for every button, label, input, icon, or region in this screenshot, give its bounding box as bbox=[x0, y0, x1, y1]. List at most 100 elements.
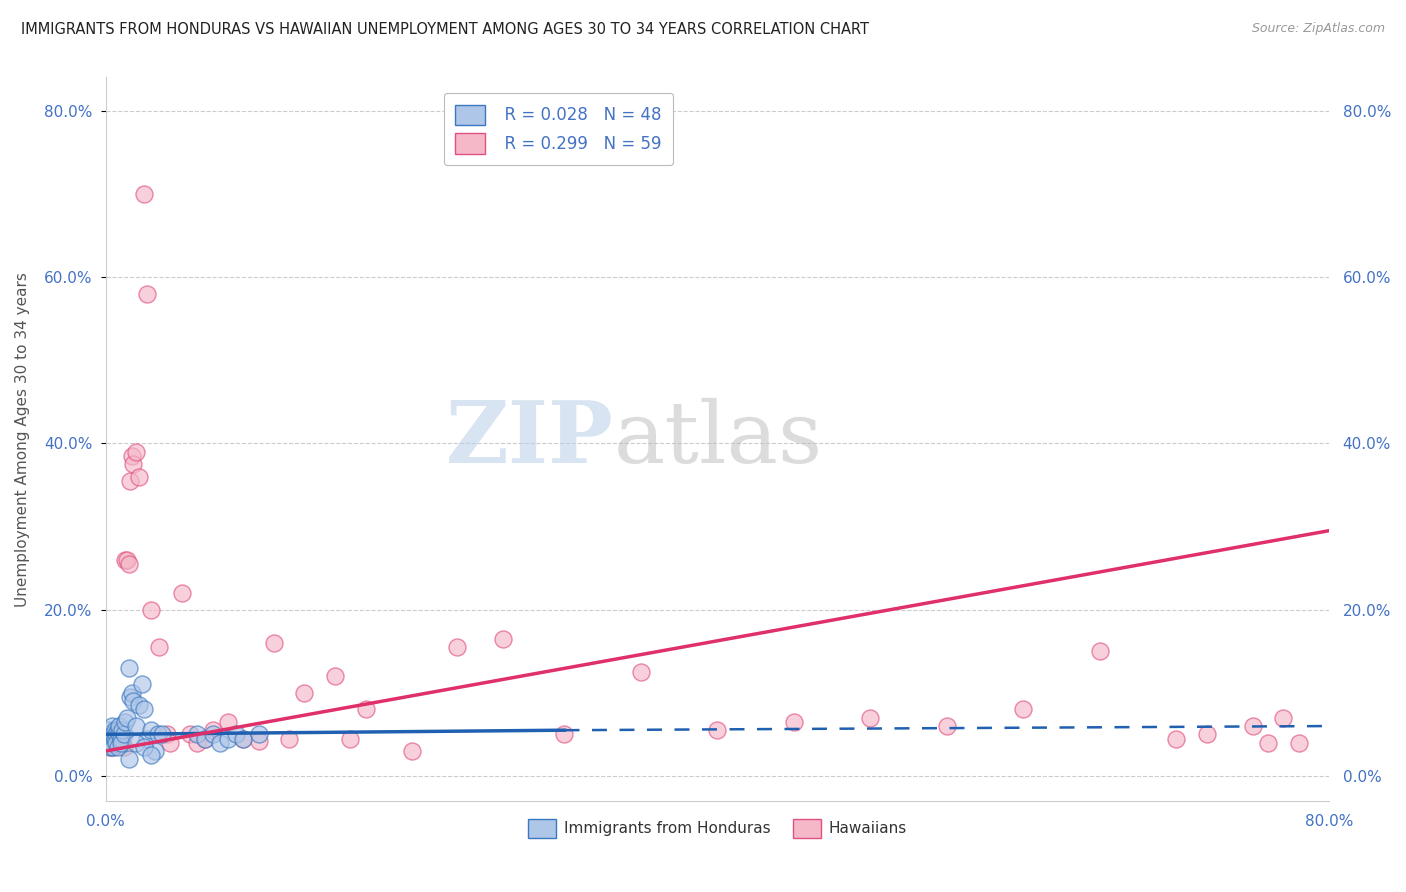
Point bbox=[186, 736, 208, 750]
Point bbox=[278, 731, 301, 746]
Point bbox=[132, 739, 155, 754]
Point bbox=[146, 727, 169, 741]
Text: Source: ZipAtlas.com: Source: ZipAtlas.com bbox=[1251, 22, 1385, 36]
Point bbox=[97, 731, 120, 746]
Point bbox=[128, 469, 150, 483]
Point bbox=[105, 736, 128, 750]
Point bbox=[1272, 711, 1295, 725]
Point bbox=[114, 714, 136, 729]
Point bbox=[401, 744, 423, 758]
Point bbox=[120, 690, 142, 704]
Point bbox=[1088, 644, 1111, 658]
Point bbox=[120, 474, 142, 488]
Point bbox=[209, 736, 232, 750]
Point bbox=[121, 686, 143, 700]
Text: ZIP: ZIP bbox=[446, 397, 613, 481]
Point bbox=[107, 739, 129, 754]
Point bbox=[98, 739, 121, 754]
Point bbox=[111, 731, 134, 746]
Point bbox=[100, 736, 122, 750]
Point bbox=[492, 632, 515, 646]
Point bbox=[104, 723, 127, 738]
Point bbox=[100, 736, 122, 750]
Point bbox=[122, 694, 145, 708]
Point bbox=[103, 739, 125, 754]
Point bbox=[115, 711, 138, 725]
Point bbox=[97, 736, 120, 750]
Point bbox=[117, 557, 139, 571]
Point bbox=[156, 727, 179, 741]
Point bbox=[1257, 736, 1279, 750]
Point bbox=[112, 727, 135, 741]
Point bbox=[105, 727, 128, 741]
Point bbox=[104, 731, 127, 746]
Y-axis label: Unemployment Among Ages 30 to 34 years: Unemployment Among Ages 30 to 34 years bbox=[15, 272, 30, 607]
Point bbox=[186, 727, 208, 741]
Point bbox=[339, 731, 361, 746]
Point bbox=[110, 736, 132, 750]
Point bbox=[859, 711, 882, 725]
Point bbox=[263, 636, 285, 650]
Point bbox=[108, 727, 131, 741]
Point bbox=[194, 731, 217, 746]
Point bbox=[103, 739, 125, 754]
Point bbox=[179, 727, 201, 741]
Point bbox=[110, 736, 132, 750]
Point bbox=[201, 727, 224, 741]
Point bbox=[96, 727, 118, 741]
Point bbox=[103, 727, 125, 741]
Point bbox=[1195, 727, 1218, 741]
Point bbox=[96, 736, 118, 750]
Point bbox=[112, 739, 135, 754]
Point bbox=[115, 553, 138, 567]
Point bbox=[110, 731, 132, 746]
Point bbox=[194, 731, 217, 746]
Point bbox=[117, 661, 139, 675]
Point bbox=[107, 731, 129, 746]
Point bbox=[553, 727, 575, 741]
Point bbox=[232, 731, 254, 746]
Point bbox=[1012, 702, 1035, 716]
Point bbox=[107, 723, 129, 738]
Point bbox=[98, 739, 121, 754]
Point bbox=[1288, 736, 1310, 750]
Legend: Immigrants from Honduras, Hawaiians: Immigrants from Honduras, Hawaiians bbox=[522, 813, 912, 844]
Point bbox=[131, 677, 153, 691]
Point bbox=[217, 714, 239, 729]
Point bbox=[354, 702, 377, 716]
Text: atlas: atlas bbox=[613, 398, 823, 481]
Point bbox=[1241, 719, 1264, 733]
Point bbox=[125, 444, 148, 458]
Point bbox=[98, 731, 121, 746]
Point bbox=[114, 553, 136, 567]
Point bbox=[294, 686, 316, 700]
Text: IMMIGRANTS FROM HONDURAS VS HAWAIIAN UNEMPLOYMENT AMONG AGES 30 TO 34 YEARS CORR: IMMIGRANTS FROM HONDURAS VS HAWAIIAN UNE… bbox=[21, 22, 869, 37]
Point bbox=[108, 727, 131, 741]
Point bbox=[108, 719, 131, 733]
Point bbox=[97, 723, 120, 738]
Point bbox=[141, 748, 163, 763]
Point bbox=[170, 586, 193, 600]
Point bbox=[98, 727, 121, 741]
Point bbox=[630, 665, 652, 679]
Point bbox=[125, 719, 148, 733]
Point bbox=[104, 727, 127, 741]
Point bbox=[706, 723, 728, 738]
Point bbox=[247, 734, 270, 748]
Point bbox=[201, 723, 224, 738]
Point bbox=[121, 449, 143, 463]
Point bbox=[217, 731, 239, 746]
Point bbox=[232, 731, 254, 746]
Point bbox=[141, 723, 163, 738]
Point bbox=[159, 736, 181, 750]
Point bbox=[323, 669, 346, 683]
Point bbox=[446, 640, 468, 654]
Point bbox=[141, 602, 163, 616]
Point bbox=[105, 736, 128, 750]
Point bbox=[132, 186, 155, 201]
Point bbox=[148, 640, 170, 654]
Point bbox=[100, 719, 122, 733]
Point bbox=[225, 727, 247, 741]
Point bbox=[935, 719, 957, 733]
Point bbox=[128, 698, 150, 713]
